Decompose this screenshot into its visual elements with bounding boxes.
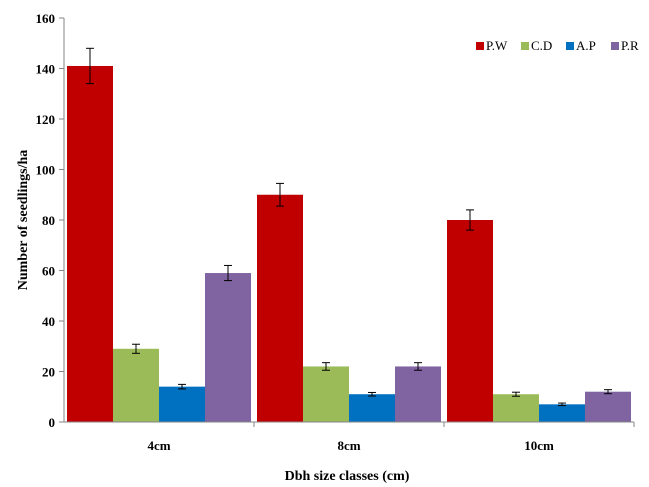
legend-label-P.W: P.W	[486, 38, 508, 53]
bar-ap-8cm	[349, 394, 395, 422]
legend: P.W C.D A.P P.R	[476, 38, 639, 53]
y-tick-label: 100	[36, 163, 56, 178]
bar-pr-4cm	[205, 273, 251, 422]
x-tick-label: 10cm	[524, 438, 554, 453]
bar-pw-4cm	[67, 65, 113, 422]
legend-swatch-A.P	[566, 42, 574, 50]
legend-swatch-P.W	[476, 42, 484, 50]
x-tick-label: 8cm	[337, 438, 360, 453]
axes-layer: 4cm 8cm 10cm 0 20 40 60 80 100 120 140 160	[36, 11, 635, 453]
y-tick-label: 40	[42, 314, 55, 329]
legend-label-P.R: P.R	[621, 38, 639, 53]
x-tick-label: 4cm	[147, 438, 170, 453]
y-tick-label: 0	[49, 415, 56, 430]
bar-pw-8cm	[257, 194, 303, 422]
y-tick-label: 60	[42, 264, 55, 279]
bar-pr-10cm	[585, 391, 631, 422]
error-bars-layer	[86, 47, 612, 407]
bar-cd-4cm	[113, 348, 159, 422]
legend-swatch-P.R	[611, 42, 619, 50]
legend-label-A.P: A.P	[576, 38, 596, 53]
bar-pr-8cm	[395, 366, 441, 422]
x-axis-title: Dbh size classes (cm)	[285, 469, 410, 484]
bar-cd-8cm	[303, 366, 349, 422]
legend-swatch-C.D	[521, 42, 529, 50]
y-tick-label: 20	[42, 365, 55, 380]
y-tick-label: 80	[42, 213, 55, 228]
legend-label-C.D: C.D	[531, 38, 552, 53]
y-tick-label: 160	[36, 11, 56, 26]
y-tick-label: 140	[36, 62, 56, 77]
bar-ap-10cm	[539, 404, 585, 422]
y-axis-title: Number of seedlings/ha	[16, 150, 31, 291]
bar-pw-10cm	[447, 220, 493, 422]
bar-ap-4cm	[159, 386, 205, 422]
y-tick-label: 120	[36, 112, 56, 127]
bar-cd-10cm	[493, 394, 539, 422]
bars-layer	[67, 65, 631, 422]
